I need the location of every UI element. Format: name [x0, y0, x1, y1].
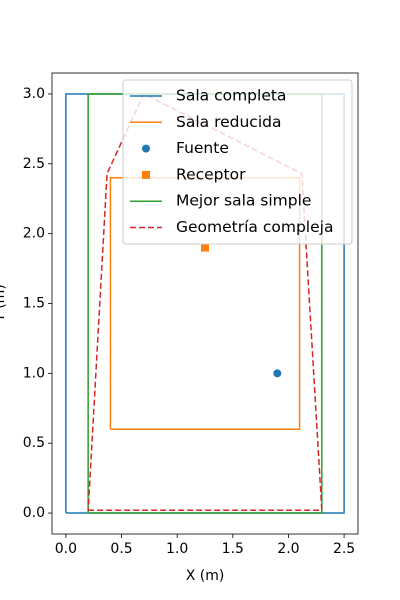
- y-axis-label: Y (m): [0, 284, 8, 323]
- y-tick-label: 1.5: [23, 296, 45, 312]
- y-tick-label: 0.5: [23, 435, 45, 451]
- legend-box: [122, 79, 353, 245]
- y-tick-label: 3.0: [23, 86, 45, 102]
- legend-label: Sala reducida: [176, 113, 281, 131]
- y-tick-label: 2.0: [23, 226, 45, 242]
- legend-marker: [142, 170, 150, 179]
- axes-frame: [51, 72, 359, 535]
- y-tick-label: 2.5: [23, 156, 45, 172]
- legend-label: Geometría compleja: [176, 218, 333, 236]
- legend-label: Mejor sala simple: [176, 192, 311, 210]
- y-tick-label: 0.0: [23, 505, 45, 521]
- x-tick-label: 2.0: [277, 541, 299, 557]
- legend-label: Sala completa: [176, 87, 286, 105]
- x-tick-label: 0.0: [55, 541, 77, 557]
- x-tick-label: 0.5: [110, 541, 132, 557]
- legend-marker: [142, 144, 150, 153]
- legend-label: Fuente: [176, 139, 229, 157]
- y-tick-label: 1.0: [23, 365, 45, 381]
- x-tick-label: 1.5: [222, 541, 244, 557]
- point: [273, 369, 282, 378]
- x-tick-label: 1.0: [166, 541, 188, 557]
- x-axis-label: X (m): [186, 568, 225, 584]
- legend-label: Receptor: [176, 165, 246, 183]
- legend: Sala completa Sala reducida Fuente Receptor…: [122, 79, 353, 245]
- point: [201, 243, 209, 252]
- x-tick-label: 2.5: [333, 541, 355, 557]
